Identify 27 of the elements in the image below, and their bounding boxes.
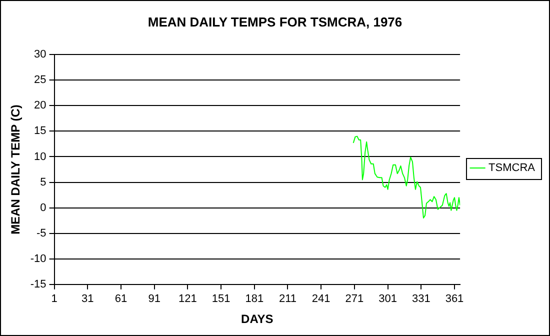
x-tick-label: 181	[245, 293, 264, 306]
x-axis-title: DAYS	[241, 312, 274, 326]
x-tick-label: 211	[278, 293, 297, 306]
x-tick-label: 91	[148, 293, 160, 306]
y-tick-label: 10	[34, 150, 46, 163]
y-tick-label: 20	[34, 100, 46, 112]
x-tick-label: 241	[312, 293, 330, 306]
y-tick-label: 30	[34, 48, 46, 61]
x-tick-label: 31	[82, 293, 94, 306]
x-tick-label: 301	[378, 293, 397, 306]
x-tick-label: 271	[345, 293, 364, 306]
x-tick-label: 1	[51, 293, 58, 306]
legend-label: TSMCRA	[488, 162, 536, 174]
y-tick-label: 15	[34, 125, 46, 138]
y-tick-label: -5	[36, 227, 46, 240]
x-tick-label: 331	[412, 293, 430, 306]
x-tick-label: 61	[114, 293, 128, 306]
x-tick-label: 361	[445, 293, 464, 306]
y-tick-label: 25	[34, 74, 46, 86]
y-tick-label: -10	[30, 252, 46, 265]
y-tick-label: 5	[40, 176, 46, 188]
x-tick-label: 151	[212, 293, 230, 306]
x-tick-label: 121	[178, 293, 197, 306]
y-tick-label: 0	[40, 202, 46, 214]
chart-title: MEAN DAILY TEMPS FOR TSMCRA, 1976	[148, 14, 402, 30]
y-axis-title: MEAN DAILY TEMP (C)	[8, 104, 23, 234]
y-tick-label: -15	[30, 278, 46, 290]
